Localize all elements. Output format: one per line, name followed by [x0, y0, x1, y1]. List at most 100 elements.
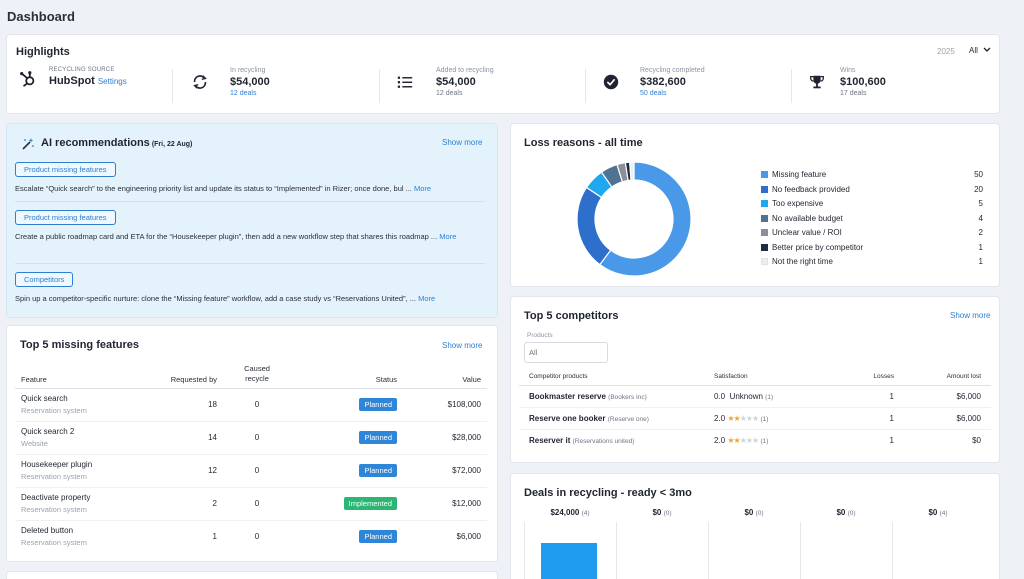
recommendation-more-link[interactable]: More — [439, 232, 457, 241]
table-row[interactable]: Reserve one booker (Reserve one) 2.0 ★★★… — [519, 407, 991, 430]
column-header-satisfaction: Satisfaction — [714, 368, 844, 386]
metric-label: Wins — [840, 67, 856, 74]
legend-count: 5 — [978, 199, 983, 208]
recommendation-item: Product missing features Escalate “Quick… — [15, 162, 481, 195]
metric-deals-link[interactable]: 50 deals — [640, 90, 667, 97]
legend-item: No feedback provided 20 — [761, 184, 983, 199]
column-header-feature: Feature — [15, 360, 145, 389]
table-row[interactable]: Housekeeper plugin Reservation system 12 … — [15, 454, 487, 488]
metric-deals-link[interactable]: 12 deals — [230, 90, 257, 97]
feature-category: Reservation system — [21, 505, 87, 514]
metric-label: Recycling completed — [640, 67, 705, 74]
ai-show-more-link[interactable]: Show more — [442, 138, 483, 147]
list-icon — [397, 76, 413, 88]
divider — [379, 69, 380, 103]
competitors-table: Competitor products Satisfaction Losses … — [519, 368, 991, 451]
check-circle-icon — [603, 74, 619, 90]
hubspot-icon — [20, 71, 35, 87]
table-row[interactable]: Quick search 2 Website 14 0 Planned $28,0… — [15, 421, 487, 455]
metric-value: $54,000 — [436, 76, 476, 88]
source-settings-link[interactable]: Settings — [97, 77, 127, 86]
recommendation-more-link[interactable]: More — [413, 184, 432, 193]
recommendation-tag[interactable]: Product missing features — [15, 210, 116, 225]
feature-category: Reservation system — [21, 538, 87, 548]
feature-name: Quick search 2 — [21, 427, 75, 436]
caused-count: 0 — [254, 532, 260, 542]
legend-label: Unclear value / ROI — [772, 228, 842, 237]
competitors-show-more-link[interactable]: Show more — [950, 311, 991, 320]
feature-category: Website — [21, 439, 48, 448]
features-show-more-link[interactable]: Show more — [442, 341, 483, 350]
losses-count: 1 — [844, 407, 894, 430]
donut-slice-1[interactable] — [576, 186, 612, 266]
requested-count: 18 — [145, 388, 217, 422]
star-rating: ★★★★★ — [727, 435, 759, 445]
recommendation-text: Create a public roadmap card and ETA for… — [15, 232, 438, 241]
legend-swatch — [761, 214, 768, 222]
table-row[interactable]: Deleted button Reservation system 1 0 Pla… — [15, 520, 487, 553]
recommendation-more-link[interactable]: More — [418, 294, 436, 303]
legend-item: Not the right time 1 — [761, 256, 983, 271]
products-filter-input[interactable] — [524, 342, 608, 363]
missing-features-title: Top 5 missing features — [20, 339, 139, 351]
amount-lost: $0 — [972, 435, 981, 445]
status-badge: Planned — [359, 530, 397, 544]
legend-label: Not the right time — [772, 257, 833, 266]
highlights-title: Highlights — [16, 46, 70, 58]
feature-name: Deleted button — [21, 526, 74, 536]
donut-slice-0[interactable] — [598, 161, 692, 277]
highlights-card: Highlights 2025 All RECYCLING SOURCE Hub… — [7, 35, 999, 113]
losses-count: 1 — [844, 385, 894, 408]
table-row[interactable]: Bookmaster reserve (Bookers Inc) 0.0 Unk… — [519, 385, 991, 408]
caused-count: 0 — [217, 454, 297, 488]
satisfaction-score: 2.0 — [714, 435, 726, 445]
column-header-amount: Amount lost — [894, 368, 991, 386]
status-badge: Implemented — [343, 497, 397, 510]
feature-value: $6,000 — [456, 532, 481, 542]
legend-count: 4 — [978, 213, 983, 223]
legend-item: Better price by competitor 1 — [761, 242, 983, 257]
legend-count: 1 — [978, 257, 983, 266]
loss-reasons-donut-chart — [576, 161, 692, 277]
legend-swatch — [761, 229, 768, 236]
legend-label: Better price by competitor — [772, 242, 864, 252]
deal-column-label: $24,000 (4) — [550, 508, 590, 517]
table-row[interactable]: Reserver it (Reservations united) 2.0 ★★… — [519, 429, 991, 451]
caused-count: 0 — [217, 421, 297, 455]
period-filter-dropdown[interactable]: All — [969, 46, 991, 55]
status-badge: Planned — [359, 431, 397, 444]
table-row[interactable]: Quick search Reservation system 18 0 Plan… — [15, 388, 487, 422]
deals-title: Deals in recycling - ready < 3mo — [524, 487, 692, 499]
ai-recommendations-card: AI recommendations (Fri, 22 Aug) Show mor… — [7, 124, 497, 317]
amount-lost: $6,000 — [894, 385, 991, 408]
divider — [15, 263, 485, 264]
metric-value: $100,600 — [840, 76, 886, 88]
ai-recommendations-title: AI recommendations (Fri, 22 Aug) — [41, 137, 193, 149]
caused-count: 0 — [217, 388, 297, 422]
divider — [172, 69, 173, 103]
competitors-title: Top 5 competitors — [524, 310, 619, 322]
donut-slice-6[interactable] — [629, 161, 635, 181]
legend-swatch — [761, 200, 768, 207]
source-name: HubSpot — [49, 75, 95, 87]
deal-bar-0[interactable] — [541, 543, 597, 579]
recommendation-text: Spin up a competitor-specific nurture: c… — [15, 294, 417, 303]
requested-count: 12 — [145, 454, 217, 488]
competitors-card: Top 5 competitors Show more Products Com… — [511, 297, 999, 462]
legend-swatch — [761, 185, 768, 193]
review-count: (1) — [765, 393, 774, 401]
table-row[interactable]: Deactivate property Reservation system 2 … — [15, 487, 487, 521]
legend-count: 20 — [974, 184, 983, 194]
metric-value: $54,000 — [230, 76, 270, 88]
column-header-value: Value — [397, 360, 487, 389]
products-filter-label: Products — [527, 332, 553, 339]
recommendation-tag[interactable]: Product missing features — [15, 162, 116, 177]
metric-label: Added to recycling — [436, 67, 494, 74]
missing-features-card: Top 5 missing features Show more Feature… — [7, 326, 497, 561]
competitor-org: (Reservations united) — [572, 437, 635, 445]
magic-wand-icon — [22, 138, 34, 150]
recommendation-tag[interactable]: Competitors — [15, 272, 74, 287]
feature-category: Reservation system — [21, 472, 87, 481]
divider — [585, 69, 586, 103]
page-title: Dashboard — [7, 9, 75, 24]
